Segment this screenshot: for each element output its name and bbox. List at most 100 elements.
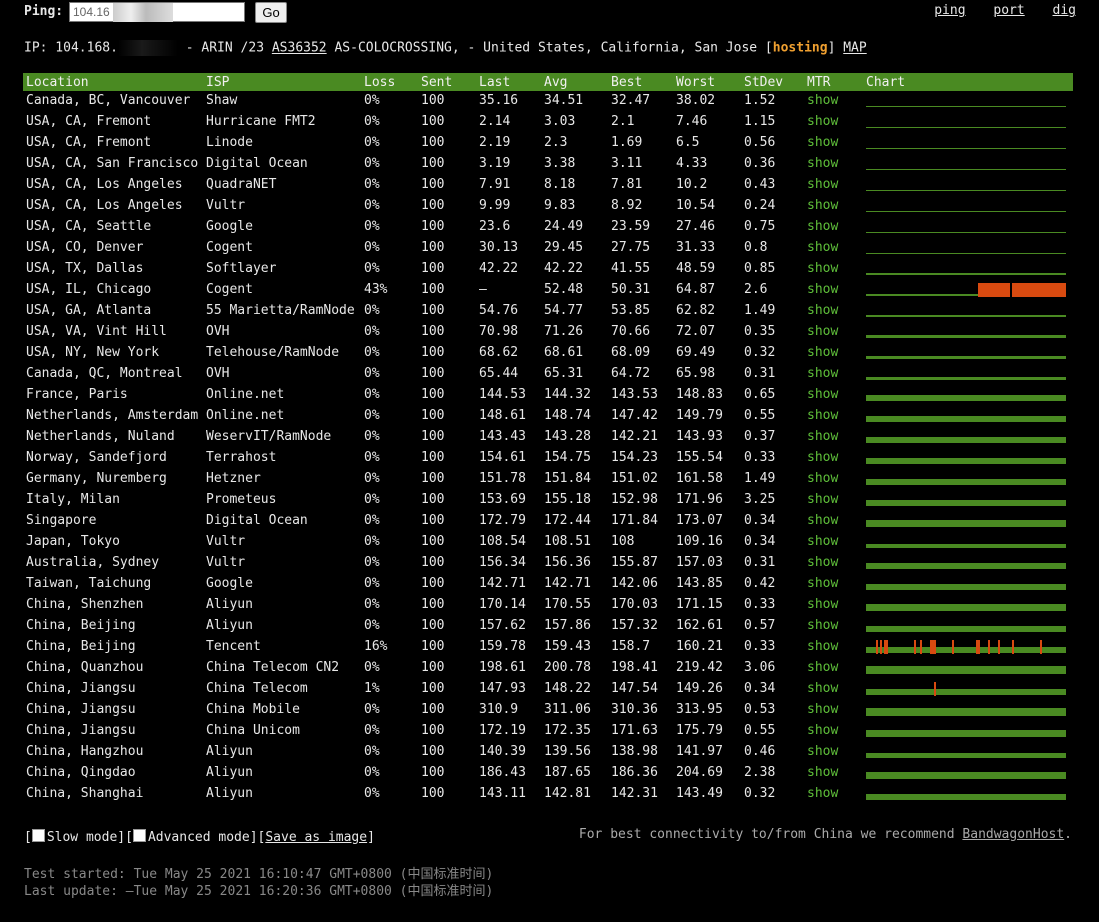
latency-chart bbox=[866, 190, 1066, 191]
row-stdev: 0.42 bbox=[744, 576, 776, 591]
mtr-show-link[interactable]: show bbox=[807, 198, 839, 213]
row-location: Canada, BC, Vancouver bbox=[26, 93, 191, 108]
map-link[interactable]: MAP bbox=[843, 40, 867, 56]
mtr-show-link[interactable]: show bbox=[807, 723, 839, 738]
mtr-show-link[interactable]: show bbox=[807, 240, 839, 255]
table-row: Italy, Milan Prometeus 0% 100 153.69 155.18 15… bbox=[23, 490, 1073, 511]
mtr-show-link[interactable]: show bbox=[807, 408, 839, 423]
mtr-show-link[interactable]: show bbox=[807, 282, 839, 297]
mtr-show-link[interactable]: show bbox=[807, 492, 839, 507]
row-sent: 100 bbox=[421, 135, 445, 150]
mtr-show-link[interactable]: show bbox=[807, 618, 839, 633]
row-last: 148.61 bbox=[479, 408, 526, 423]
mtr-show-link[interactable]: show bbox=[807, 744, 839, 759]
mtr-show-link[interactable]: show bbox=[807, 681, 839, 696]
mtr-show-link[interactable]: show bbox=[807, 177, 839, 192]
row-stdev: 0.43 bbox=[744, 177, 776, 192]
mtr-show-link[interactable]: show bbox=[807, 513, 839, 528]
row-sent: 100 bbox=[421, 534, 445, 549]
row-sent: 100 bbox=[421, 765, 445, 780]
row-worst: 143.49 bbox=[676, 786, 723, 801]
mtr-show-link[interactable]: show bbox=[807, 765, 839, 780]
row-last: 54.76 bbox=[479, 303, 519, 318]
dig-link[interactable]: dig bbox=[1052, 3, 1076, 18]
row-stdev: 0.34 bbox=[744, 513, 776, 528]
row-best: 142.06 bbox=[611, 576, 658, 591]
advanced-mode-label[interactable]: Advanced mode bbox=[147, 830, 250, 845]
mtr-show-link[interactable]: show bbox=[807, 114, 839, 129]
row-best: 186.36 bbox=[611, 765, 658, 780]
latency-bar bbox=[866, 500, 1066, 506]
mtr-show-link[interactable]: show bbox=[807, 576, 839, 591]
mtr-show-link[interactable]: show bbox=[807, 366, 839, 381]
table-row: Australia, Sydney Vultr 0% 100 156.34 156.36 1… bbox=[23, 553, 1073, 574]
bandwagonhost-link[interactable]: BandwagonHost bbox=[962, 827, 1065, 842]
row-avg: 144.32 bbox=[544, 387, 591, 402]
mtr-show-link[interactable]: show bbox=[807, 429, 839, 444]
row-stdev: 0.8 bbox=[744, 240, 768, 255]
row-last: 108.54 bbox=[479, 534, 526, 549]
packet-loss-spike bbox=[952, 640, 954, 654]
mtr-show-link[interactable]: show bbox=[807, 345, 839, 360]
mtr-show-link[interactable]: show bbox=[807, 324, 839, 339]
mtr-show-link[interactable]: show bbox=[807, 156, 839, 171]
last-update: Last update: –Tue May 25 2021 16:20:36 G… bbox=[24, 884, 494, 899]
row-loss: 0% bbox=[364, 429, 380, 444]
row-isp: Softlayer bbox=[206, 261, 277, 276]
latency-chart bbox=[866, 148, 1066, 149]
ping-label: Ping: bbox=[24, 4, 64, 19]
row-avg: 139.56 bbox=[544, 744, 591, 759]
mtr-show-link[interactable]: show bbox=[807, 303, 839, 318]
row-loss: 0% bbox=[364, 261, 380, 276]
table-row: USA, CA, San Francisco Digital Ocean 0% 100… bbox=[23, 154, 1073, 175]
mtr-show-link[interactable]: show bbox=[807, 450, 839, 465]
table-row: China, Quanzhou China Telecom CN2 0% 100 198… bbox=[23, 658, 1073, 679]
header-stdev: StDev bbox=[744, 75, 784, 90]
mtr-show-link[interactable]: show bbox=[807, 219, 839, 234]
row-location: USA, VA, Vint Hill bbox=[26, 324, 167, 339]
header-loss: Loss bbox=[364, 75, 396, 90]
ip-prefix: IP: 104.168. bbox=[24, 40, 118, 56]
advanced-mode-checkbox[interactable] bbox=[132, 829, 146, 842]
row-best: 147.42 bbox=[611, 408, 658, 423]
packet-loss-spike bbox=[998, 640, 1000, 654]
row-sent: 100 bbox=[421, 786, 445, 801]
mtr-show-link[interactable]: show bbox=[807, 786, 839, 801]
asn-link[interactable]: AS36352 bbox=[271, 40, 327, 56]
row-stdev: 2.6 bbox=[744, 282, 768, 297]
mtr-show-link[interactable]: show bbox=[807, 639, 839, 654]
go-button[interactable]: Go bbox=[255, 2, 287, 23]
latency-bar bbox=[866, 356, 1066, 359]
row-last: 2.14 bbox=[479, 114, 511, 129]
slow-mode-label[interactable]: Slow mode bbox=[46, 830, 118, 845]
slow-mode-checkbox[interactable] bbox=[31, 829, 45, 842]
latency-bar bbox=[866, 604, 1066, 611]
mtr-show-link[interactable]: show bbox=[807, 597, 839, 612]
mtr-show-link[interactable]: show bbox=[807, 261, 839, 276]
mtr-show-link[interactable]: show bbox=[807, 702, 839, 717]
ip-location: AS-COLOCROSSING, - United States, Califo… bbox=[326, 40, 773, 56]
mtr-show-link[interactable]: show bbox=[807, 534, 839, 549]
row-loss: 0% bbox=[364, 114, 380, 129]
latency-bar bbox=[866, 772, 1066, 779]
save-as-image-link[interactable]: Save as image bbox=[265, 830, 368, 845]
latency-chart bbox=[866, 604, 1066, 611]
row-last: 310.9 bbox=[479, 702, 519, 717]
latency-chart bbox=[866, 772, 1066, 779]
mtr-show-link[interactable]: show bbox=[807, 93, 839, 108]
row-location: Australia, Sydney bbox=[26, 555, 160, 570]
mtr-show-link[interactable]: show bbox=[807, 135, 839, 150]
port-link[interactable]: port bbox=[993, 3, 1025, 18]
mtr-show-link[interactable]: show bbox=[807, 660, 839, 675]
ping-link[interactable]: ping bbox=[934, 3, 966, 18]
mtr-show-link[interactable]: show bbox=[807, 471, 839, 486]
row-isp: Google bbox=[206, 576, 253, 591]
mtr-show-link[interactable]: show bbox=[807, 387, 839, 402]
row-best: 68.09 bbox=[611, 345, 651, 360]
packet-loss-block bbox=[978, 283, 1066, 297]
row-worst: 148.83 bbox=[676, 387, 723, 402]
mtr-show-link[interactable]: show bbox=[807, 555, 839, 570]
row-worst: 10.54 bbox=[676, 198, 716, 213]
ip-redaction bbox=[117, 40, 178, 56]
table-row: France, Paris Online.net 0% 100 144.53 144.32… bbox=[23, 385, 1073, 406]
